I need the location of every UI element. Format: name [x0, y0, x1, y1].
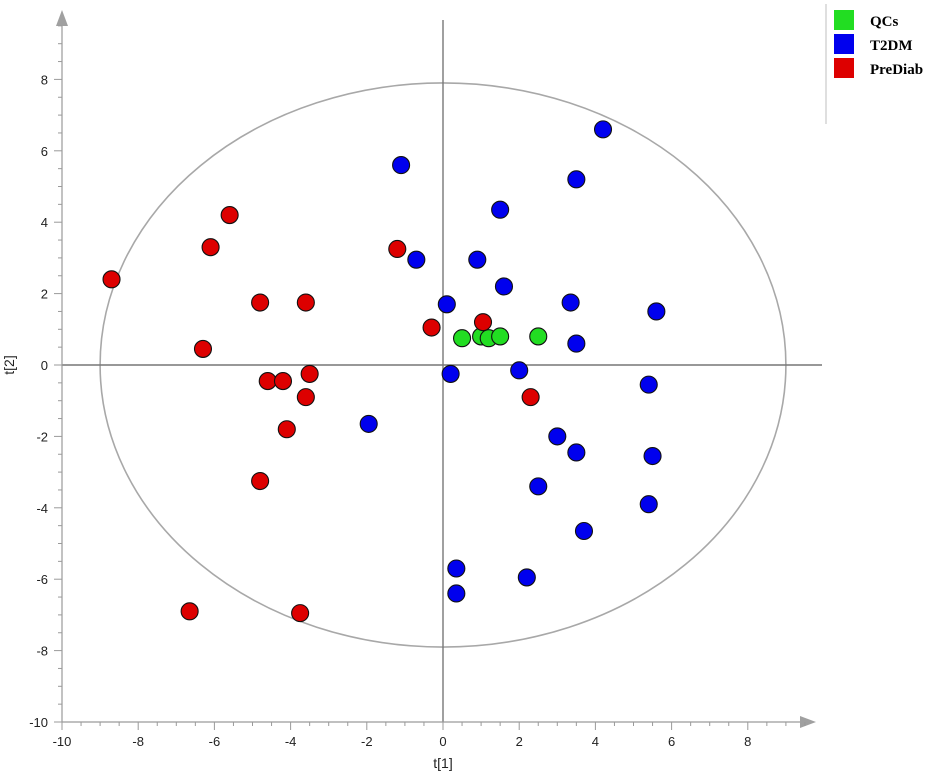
x-tick-label: 8 [744, 734, 751, 749]
y-tick-label: 2 [41, 287, 48, 302]
point-prediab [388, 239, 407, 259]
y-tick-label: -10 [29, 715, 48, 730]
point-t2dm [593, 120, 613, 139]
point-t2dm [359, 414, 378, 433]
point-t2dm [561, 293, 580, 312]
y-axis-title: t[2] [1, 355, 17, 374]
x-tick-label: 0 [439, 734, 446, 749]
point-t2dm [392, 156, 411, 175]
point-t2dm [567, 170, 586, 189]
point-t2dm [491, 200, 510, 219]
data-points [102, 120, 666, 623]
point-qcs [452, 329, 472, 348]
axes: -10 -8 -6 -4 -2 0 2 4 6 8 -10 -8 -6 -4 -2 0 2 4 6 8 [29, 10, 816, 749]
point-t2dm [639, 495, 658, 514]
x-tick-label: -8 [132, 734, 144, 749]
y-tick-label: 0 [41, 358, 48, 373]
x-axis-arrow [800, 716, 816, 728]
point-t2dm [407, 250, 426, 269]
point-prediab [300, 364, 319, 383]
x-axis-title: t[1] [433, 755, 452, 771]
point-prediab [296, 293, 315, 312]
x-tick-label: -4 [285, 734, 297, 749]
point-t2dm [468, 250, 487, 269]
point-prediab [201, 238, 220, 257]
x-tick-label: -6 [209, 734, 221, 749]
point-t2dm [574, 521, 594, 541]
point-qcs [491, 327, 510, 346]
x-tick-label: 4 [592, 734, 599, 749]
legend-swatch-qcs [834, 10, 854, 30]
point-prediab [473, 313, 493, 332]
point-t2dm [567, 443, 586, 462]
legend-label-t2dm: T2DM [870, 38, 913, 54]
point-t2dm [441, 364, 460, 383]
x-tick-label: 6 [668, 734, 675, 749]
y-tick-label: -6 [36, 572, 48, 587]
y-axis-arrow [56, 10, 68, 26]
point-t2dm [437, 295, 456, 314]
x-tick-label: 2 [516, 734, 523, 749]
y-tick-label: 4 [41, 215, 48, 230]
legend-label-qcs: QCs [870, 14, 899, 30]
point-t2dm [548, 427, 567, 446]
legend-swatch-prediab [834, 58, 854, 78]
point-prediab [277, 420, 296, 439]
point-t2dm [447, 584, 466, 603]
x-tick-label: -10 [53, 734, 72, 749]
point-t2dm [447, 559, 466, 578]
point-prediab [251, 293, 270, 312]
point-prediab [220, 206, 239, 225]
point-prediab [296, 388, 315, 407]
point-t2dm [639, 375, 658, 394]
x-tick-label: -2 [361, 734, 373, 749]
point-prediab [521, 388, 540, 407]
y-tick-label: -4 [36, 501, 48, 516]
point-prediab [258, 372, 277, 391]
point-prediab [291, 604, 310, 623]
point-prediab [422, 318, 441, 337]
point-t2dm [643, 446, 662, 466]
y-tick-label: -2 [36, 429, 48, 444]
legend-swatch-t2dm [834, 34, 854, 54]
point-t2dm [510, 361, 529, 380]
point-t2dm [647, 302, 666, 321]
y-tick-label: -8 [36, 644, 48, 659]
point-t2dm [494, 277, 514, 296]
point-t2dm [517, 568, 536, 587]
point-t2dm [529, 477, 548, 496]
y-tick-label: 6 [41, 144, 48, 159]
point-prediab [102, 270, 121, 289]
point-t2dm [567, 334, 586, 353]
point-prediab [251, 471, 270, 491]
point-qcs [529, 327, 548, 346]
y-tick-label: 8 [41, 72, 48, 87]
point-prediab [180, 602, 199, 621]
point-prediab [193, 339, 213, 358]
legend: QCs T2DM PreDiab [825, 4, 923, 124]
point-prediab [273, 372, 293, 391]
legend-label-prediab: PreDiab [870, 62, 923, 78]
